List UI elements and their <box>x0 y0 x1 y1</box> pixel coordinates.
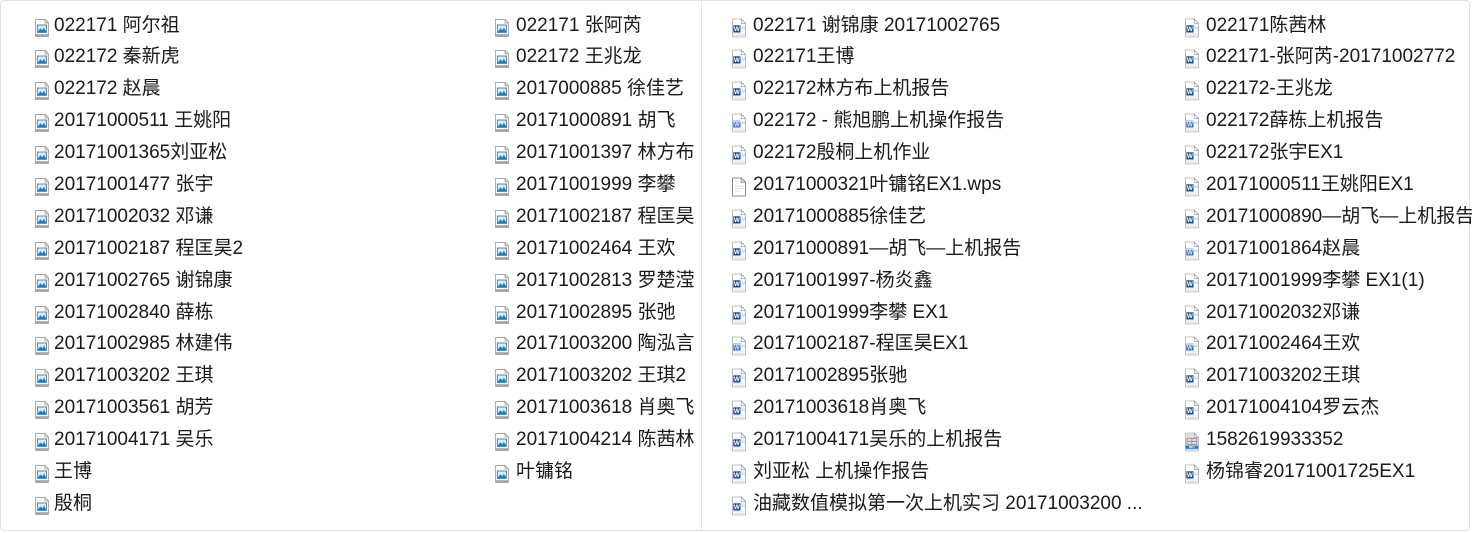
svg-text:W: W <box>734 57 740 64</box>
svg-text:W: W <box>734 440 740 447</box>
svg-text:W: W <box>1187 57 1193 64</box>
svg-text:W: W <box>734 249 740 256</box>
svg-text:W: W <box>1187 121 1193 128</box>
svg-text:W: W <box>1187 281 1193 288</box>
svg-text:W: W <box>1187 249 1193 256</box>
svg-text:W: W <box>1187 26 1193 33</box>
svg-text:W: W <box>734 26 740 33</box>
svg-text:W: W <box>734 408 740 415</box>
svg-text:W: W <box>1187 153 1193 160</box>
svg-text:W: W <box>1187 472 1193 479</box>
svg-text:W: W <box>734 344 740 351</box>
svg-text:W: W <box>1187 217 1193 224</box>
svg-text:W: W <box>734 121 740 128</box>
svg-text:W: W <box>734 313 740 320</box>
svg-text:W: W <box>1187 89 1193 96</box>
svg-text:W: W <box>734 89 740 96</box>
svg-text:W: W <box>1187 408 1193 415</box>
svg-text:W: W <box>734 472 740 479</box>
svg-text:W: W <box>734 153 740 160</box>
svg-text:W: W <box>734 217 740 224</box>
svg-text:MP4: MP4 <box>1189 445 1195 449</box>
svg-text:W: W <box>734 281 740 288</box>
svg-text:W: W <box>1187 313 1193 320</box>
svg-text:W: W <box>1187 185 1193 192</box>
svg-text:W: W <box>1187 376 1193 383</box>
svg-text:W: W <box>734 504 740 511</box>
svg-text:W: W <box>734 376 740 383</box>
svg-text:W: W <box>1187 344 1193 351</box>
